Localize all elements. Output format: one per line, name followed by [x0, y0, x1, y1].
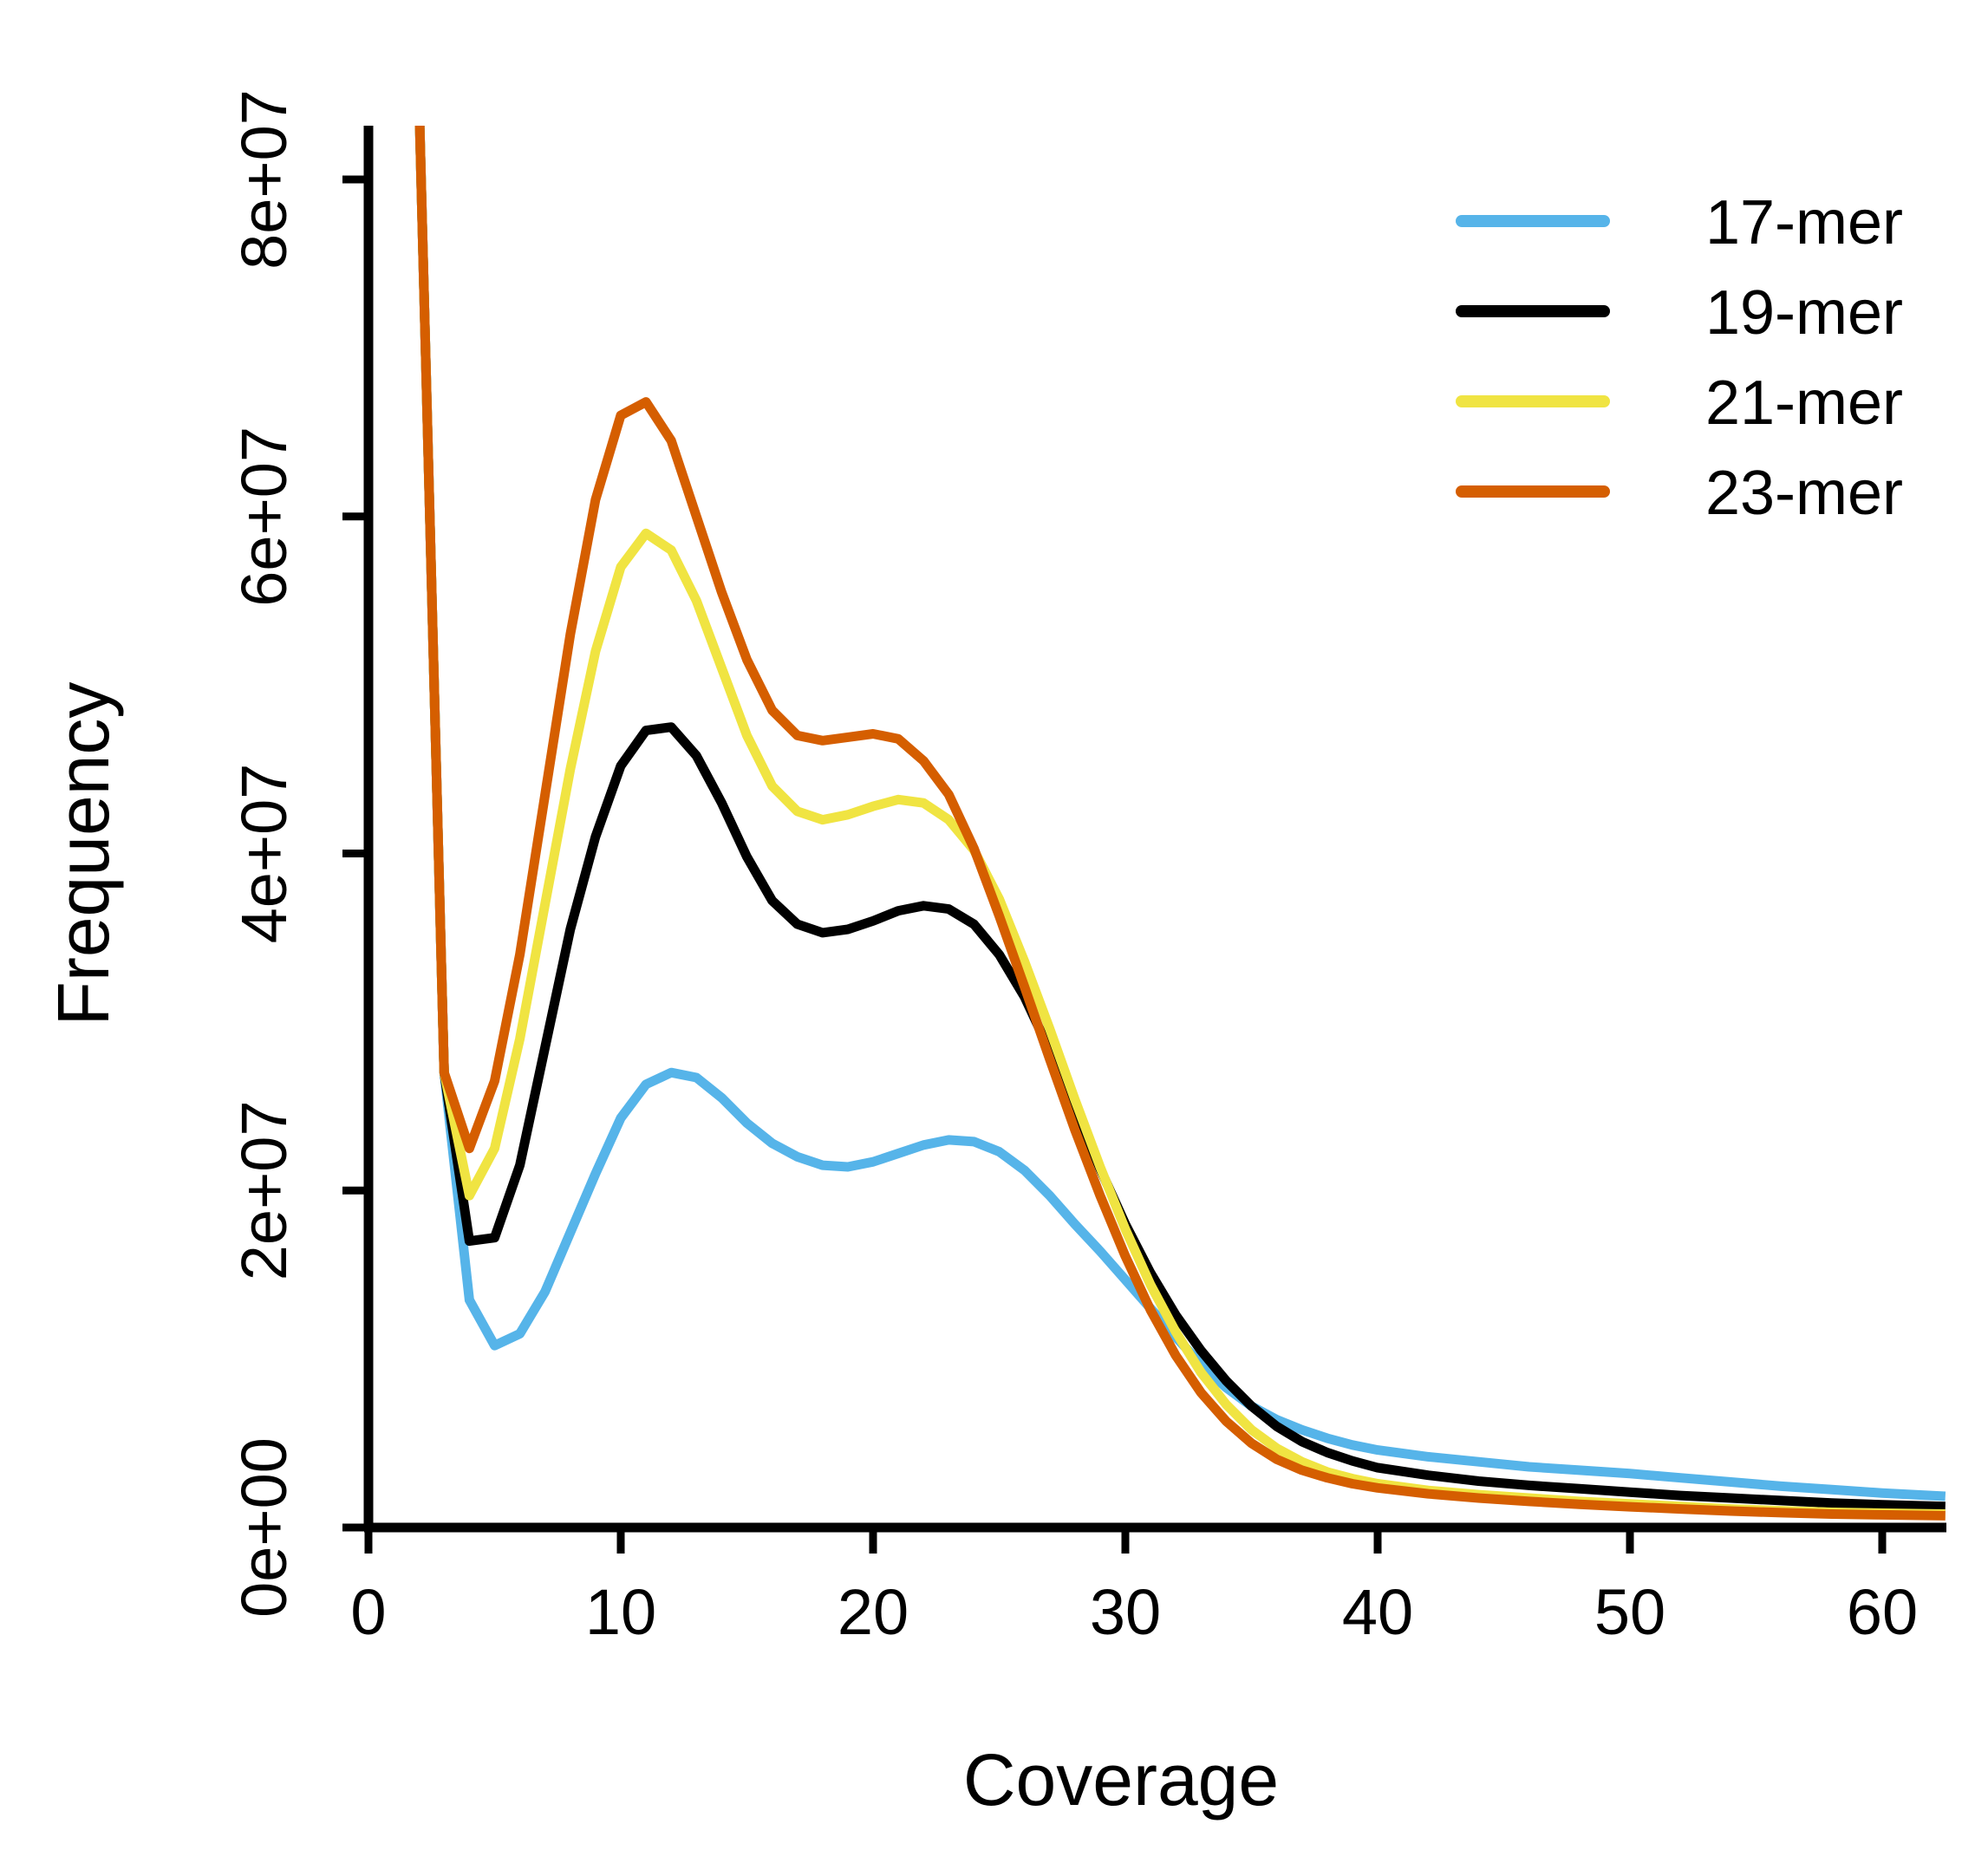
x-tick-label: 60 — [1847, 1576, 1918, 1648]
x-tick-label: 40 — [1342, 1576, 1413, 1648]
x-tick-label: 50 — [1594, 1576, 1665, 1648]
legend-label-23-mer: 23-mer — [1705, 459, 1903, 528]
x-tick-label: 0 — [350, 1576, 386, 1648]
y-tick-label: 4e+07 — [228, 764, 300, 944]
y-tick-label: 6e+07 — [228, 427, 300, 607]
x-axis-ticks: 0 10 20 30 40 50 60 — [350, 1528, 1918, 1648]
y-tick-label: 8e+07 — [228, 89, 300, 270]
y-axis-title: Frequency — [42, 682, 124, 1026]
series-layer — [414, 126, 1946, 1521]
legend-label-17-mer: 17-mer — [1705, 188, 1903, 257]
x-axis-title: Coverage — [963, 1739, 1279, 1821]
legend-label-21-mer: 21-mer — [1705, 368, 1903, 438]
y-axis-ticks: 0e+00 2e+07 4e+07 6e+07 8e+07 — [228, 89, 368, 1618]
x-tick-label: 30 — [1090, 1576, 1161, 1648]
legend: 17-mer 19-mer 21-mer 23-mer — [1456, 188, 1903, 528]
legend-label-19-mer: 19-mer — [1705, 278, 1903, 348]
series-line-23-mer — [414, 126, 1946, 1521]
x-tick-label: 10 — [585, 1576, 656, 1648]
x-tick-label: 20 — [838, 1576, 909, 1648]
y-tick-label: 0e+00 — [228, 1437, 300, 1618]
series-line-17-mer — [414, 126, 1946, 1501]
y-tick-label: 2e+07 — [228, 1100, 300, 1280]
